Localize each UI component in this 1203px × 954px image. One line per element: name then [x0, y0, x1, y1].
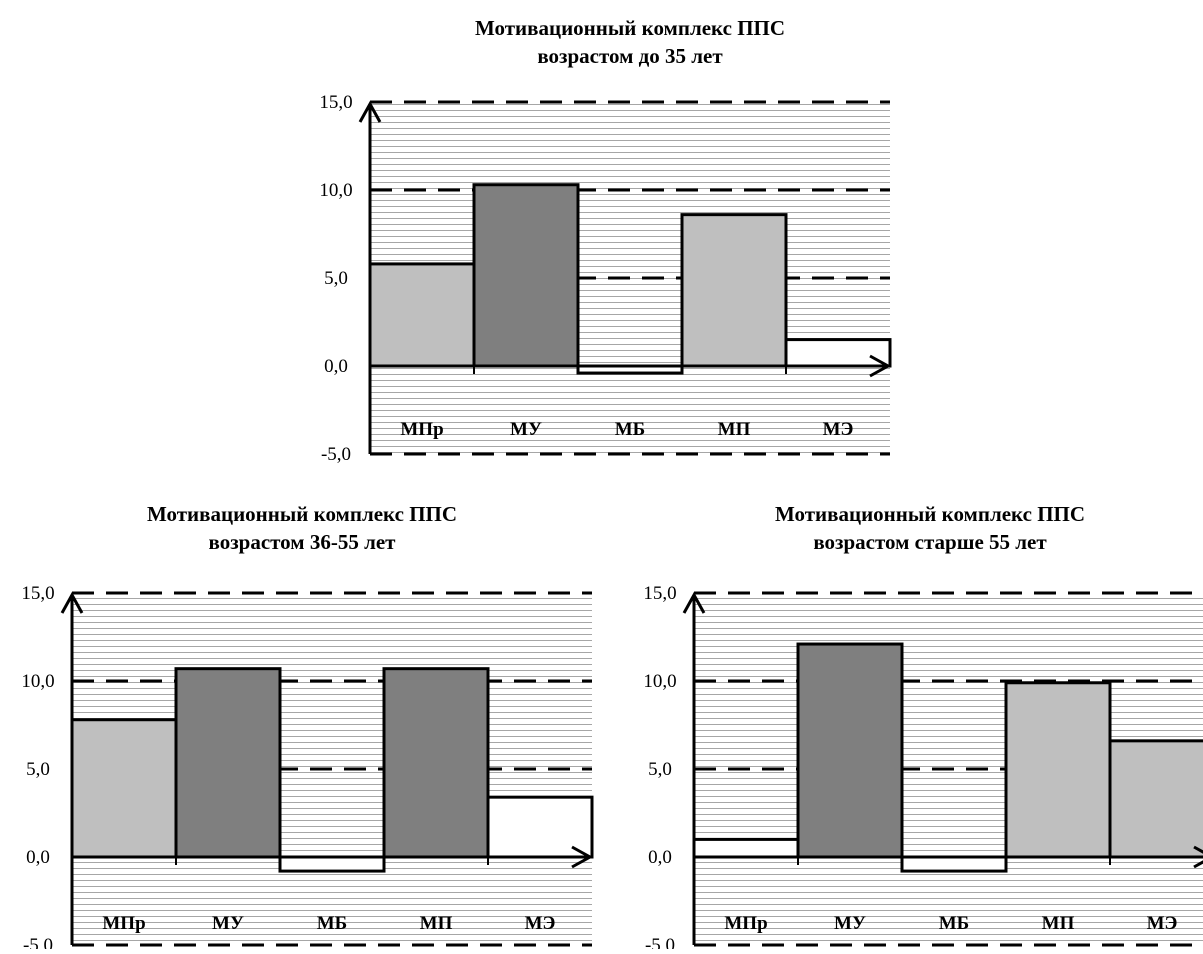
category-label: МУ — [510, 419, 542, 440]
y-tick-label: 15,0 — [319, 92, 352, 113]
chart-1-title-line2: возрастом до 35 лет — [537, 44, 723, 68]
y-tick-label: 0,0 — [324, 356, 348, 377]
y-axis-arrow — [60, 591, 84, 614]
chart-2-title-line2: возрастом 36-55 лет — [208, 530, 396, 554]
x-axis-arrow — [571, 845, 594, 869]
bar-1 — [692, 837, 800, 859]
chart-3-title: Мотивационный комплекс ППС возрастом ста… — [680, 500, 1180, 556]
x-axis-arrow — [1193, 845, 1203, 869]
chart-2-title: Мотивационный комплекс ППС возрастом 36-… — [52, 500, 552, 556]
bar-4 — [680, 213, 788, 368]
bar-2 — [796, 642, 904, 859]
category-label: МУ — [212, 913, 244, 934]
bar-2 — [174, 667, 282, 859]
y-tick-label: 0,0 — [648, 847, 672, 868]
y-tick-label: 0,0 — [26, 847, 50, 868]
category-label: МБ — [939, 913, 970, 934]
y-tick-label: -5,0 — [23, 935, 53, 949]
y-tick-label: 15,0 — [21, 583, 54, 604]
bar-2 — [472, 183, 580, 368]
bar-1 — [70, 718, 178, 859]
bar-3 — [278, 855, 386, 873]
category-label: МПр — [102, 913, 145, 934]
x-axis-arrow — [869, 354, 892, 378]
y-tick-label: 10,0 — [21, 671, 54, 692]
category-label: МБ — [615, 419, 646, 440]
y-axis-arrow — [682, 591, 706, 614]
category-label: МЭ — [823, 419, 854, 440]
category-label: МУ — [834, 913, 866, 934]
y-tick-label: -5,0 — [645, 935, 675, 949]
bar-5 — [784, 338, 892, 368]
y-tick-label: 5,0 — [26, 759, 50, 780]
chart-1-title-line1: Мотивационный комплекс ППС — [474, 16, 786, 40]
y-tick-label: 10,0 — [319, 180, 352, 201]
y-tick-label: 5,0 — [648, 759, 672, 780]
category-label: МП — [1042, 913, 1075, 934]
bar-1 — [368, 262, 476, 368]
category-label: МПр — [400, 419, 443, 440]
chart-2-panel: 15,0 10,0 5,0 0,0 -5,0 МПр МУ МБ МП МЭ — [0, 580, 600, 954]
chart-2-svg: 15,0 10,0 5,0 0,0 -5,0 МПр МУ МБ МП МЭ — [21, 583, 594, 954]
y-tick-label: -5,0 — [321, 444, 351, 465]
category-label: МЭ — [1147, 913, 1178, 934]
chart-3-panel: 15,0 10,0 5,0 0,0 -5,0 МПр МУ МБ МП МЭ — [620, 580, 1203, 954]
chart-2-title-line1: Мотивационный комплекс ППС — [146, 502, 458, 526]
category-label: МБ — [317, 913, 348, 934]
bar-5 — [1108, 739, 1203, 859]
category-label: МП — [718, 419, 751, 440]
bar-4 — [382, 667, 490, 859]
y-axis-arrow — [358, 100, 382, 123]
bar-4 — [1004, 681, 1112, 859]
category-label: МЭ — [525, 913, 556, 934]
chart-3-title-line1: Мотивационный комплекс ППС — [774, 502, 1086, 526]
chart-1-svg: 15,0 10,0 5,0 0,0 -5,0 МПр МУ МБ МП МЭ — [319, 92, 892, 465]
bar-3 — [900, 855, 1008, 873]
y-tick-label: 10,0 — [643, 671, 676, 692]
y-tick-label: 15,0 — [643, 583, 676, 604]
category-label: МПр — [724, 913, 767, 934]
category-label: МП — [420, 913, 453, 934]
y-tick-label: 5,0 — [324, 268, 348, 289]
chart-1-title: Мотивационный комплекс ППС возрастом до … — [370, 14, 890, 70]
chart-1-panel: 15,0 10,0 5,0 0,0 -5,0 МПр МУ МБ МП МЭ — [300, 92, 900, 472]
chart-3-svg: 15,0 10,0 5,0 0,0 -5,0 МПр МУ МБ МП МЭ — [643, 583, 1203, 954]
chart-3-title-line2: возрастом старше 55 лет — [813, 530, 1047, 554]
